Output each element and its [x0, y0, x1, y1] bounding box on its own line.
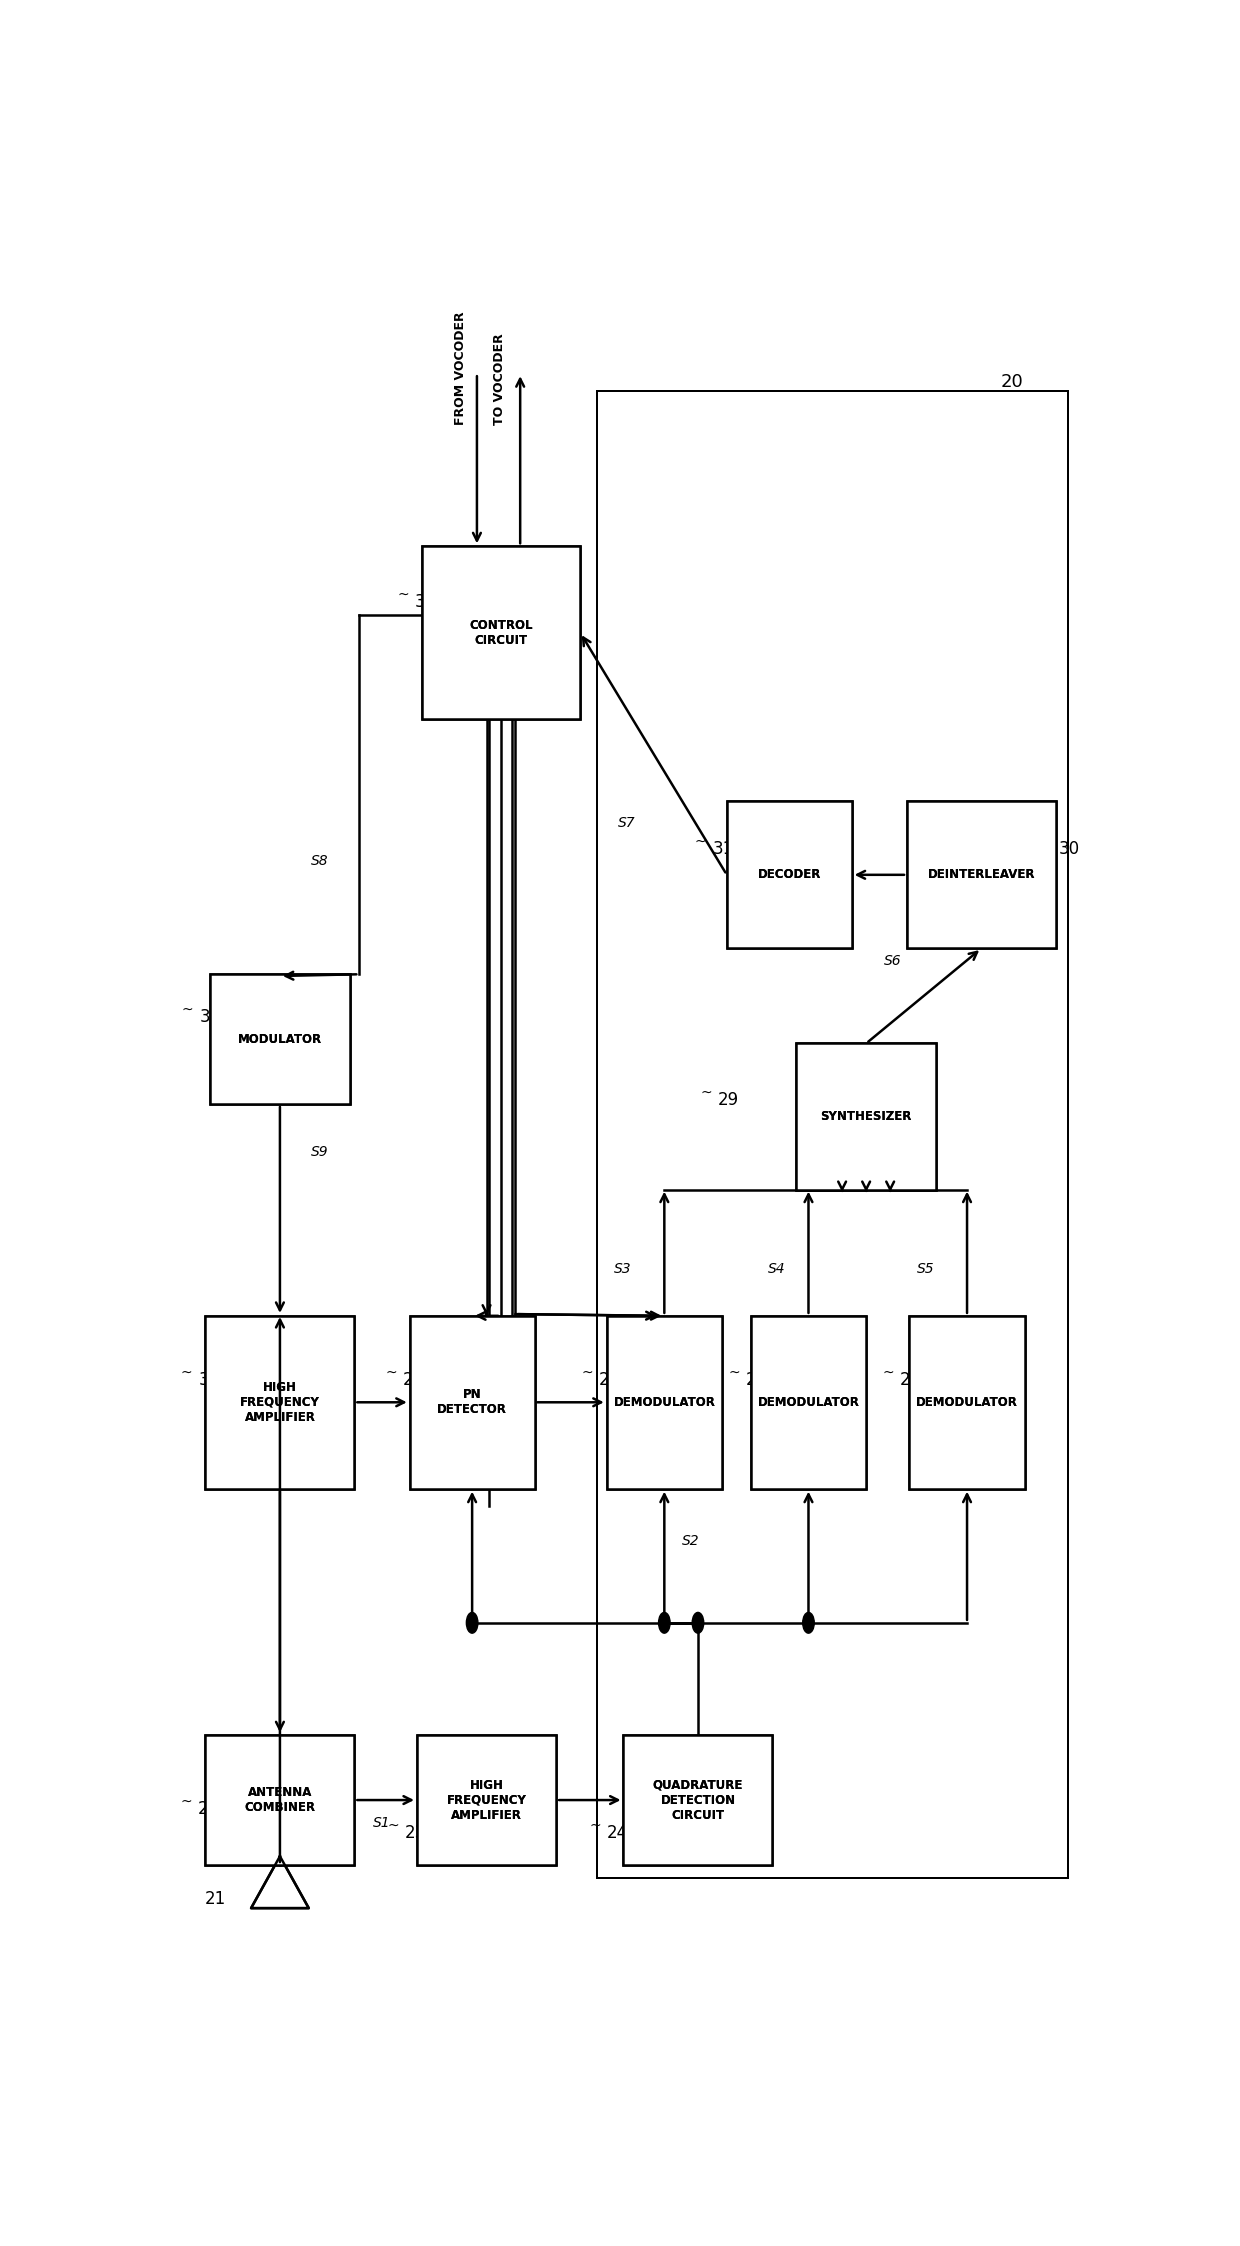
Text: S9: S9: [311, 1145, 329, 1159]
Text: DEMODULATOR: DEMODULATOR: [614, 1395, 715, 1408]
Text: ~: ~: [181, 1795, 192, 1808]
Text: 26: 26: [599, 1370, 620, 1388]
Text: 20: 20: [1001, 373, 1023, 391]
Text: DECODER: DECODER: [758, 869, 821, 880]
Text: ~: ~: [589, 1819, 601, 1833]
Text: SYNTHESIZER: SYNTHESIZER: [821, 1110, 911, 1123]
Text: S8: S8: [311, 853, 329, 867]
Text: ANTENNA
COMBINER: ANTENNA COMBINER: [244, 1786, 315, 1815]
Text: CONTROL
CIRCUIT: CONTROL CIRCUIT: [469, 618, 533, 647]
Bar: [211, 975, 350, 1105]
Bar: [727, 802, 852, 948]
Bar: [409, 1316, 534, 1489]
Bar: [624, 1736, 773, 1864]
Text: ~: ~: [729, 1366, 740, 1379]
Text: 22: 22: [198, 1799, 219, 1817]
Bar: [422, 546, 580, 719]
Text: 29: 29: [718, 1092, 739, 1110]
Text: 32: 32: [414, 593, 435, 611]
Text: DEMODULATOR: DEMODULATOR: [758, 1395, 859, 1408]
Text: 24: 24: [606, 1824, 627, 1842]
Text: DEINTERLEAVER: DEINTERLEAVER: [928, 869, 1035, 880]
Bar: [409, 1316, 534, 1489]
Text: HIGH
FREQUENCY
AMPLIFIER: HIGH FREQUENCY AMPLIFIER: [241, 1381, 320, 1424]
Text: DEINTERLEAVER: DEINTERLEAVER: [928, 869, 1035, 880]
Circle shape: [466, 1613, 477, 1633]
Text: S2: S2: [682, 1534, 699, 1547]
Circle shape: [658, 1613, 670, 1633]
Bar: [751, 1316, 867, 1489]
Text: 25: 25: [403, 1370, 424, 1388]
Text: HIGH
FREQUENCY
AMPLIFIER: HIGH FREQUENCY AMPLIFIER: [446, 1779, 527, 1822]
Bar: [909, 1316, 1024, 1489]
Text: SYNTHESIZER: SYNTHESIZER: [821, 1110, 911, 1123]
Bar: [417, 1736, 557, 1864]
Text: S7: S7: [619, 815, 636, 831]
Text: S5: S5: [918, 1262, 935, 1276]
Bar: [206, 1316, 355, 1489]
Bar: [751, 1316, 867, 1489]
Text: 23: 23: [404, 1824, 427, 1842]
Text: ~: ~: [181, 1366, 192, 1379]
Text: QUADRATURE
DETECTION
CIRCUIT: QUADRATURE DETECTION CIRCUIT: [652, 1779, 743, 1822]
Text: DECODER: DECODER: [758, 869, 821, 880]
Text: 30: 30: [1058, 840, 1080, 858]
Text: ~: ~: [397, 588, 409, 602]
Bar: [624, 1736, 773, 1864]
Bar: [906, 802, 1056, 948]
Bar: [796, 1044, 936, 1190]
Text: 34: 34: [198, 1370, 219, 1388]
Text: MODULATOR: MODULATOR: [238, 1033, 322, 1047]
Text: ~: ~: [1040, 836, 1053, 849]
Text: DEMODULATOR: DEMODULATOR: [614, 1395, 715, 1408]
Text: ~: ~: [386, 1366, 397, 1379]
Text: 21: 21: [205, 1889, 226, 1907]
Text: ~: ~: [182, 1002, 193, 1017]
Bar: [909, 1316, 1024, 1489]
Bar: [422, 546, 580, 719]
Bar: [606, 1316, 722, 1489]
Text: QUADRATURE
DETECTION
CIRCUIT: QUADRATURE DETECTION CIRCUIT: [652, 1779, 743, 1822]
Text: DEMODULATOR: DEMODULATOR: [916, 1395, 1018, 1408]
Circle shape: [692, 1613, 704, 1633]
Circle shape: [802, 1613, 815, 1633]
Bar: [796, 1044, 936, 1190]
Text: S6: S6: [883, 955, 901, 968]
Text: HIGH
FREQUENCY
AMPLIFIER: HIGH FREQUENCY AMPLIFIER: [446, 1779, 527, 1822]
Text: CONTROL
CIRCUIT: CONTROL CIRCUIT: [469, 618, 533, 647]
Text: 33: 33: [200, 1008, 221, 1026]
Text: ANTENNA
COMBINER: ANTENNA COMBINER: [244, 1786, 315, 1815]
Text: HIGH
FREQUENCY
AMPLIFIER: HIGH FREQUENCY AMPLIFIER: [241, 1381, 320, 1424]
Bar: [596, 391, 1068, 1878]
Text: DEMODULATOR: DEMODULATOR: [758, 1395, 859, 1408]
Bar: [211, 975, 350, 1105]
Text: PN
DETECTOR: PN DETECTOR: [438, 1388, 507, 1417]
Text: ~: ~: [883, 1366, 894, 1379]
Text: ~: ~: [701, 1085, 712, 1101]
Text: S3: S3: [614, 1262, 632, 1276]
Text: ~: ~: [582, 1366, 593, 1379]
Text: ~: ~: [694, 836, 707, 849]
Text: 31: 31: [712, 840, 734, 858]
Bar: [206, 1316, 355, 1489]
Text: S4: S4: [768, 1262, 786, 1276]
Text: TO VOCODER: TO VOCODER: [492, 332, 506, 424]
Text: S1: S1: [373, 1815, 391, 1830]
Bar: [906, 802, 1056, 948]
Text: ~: ~: [387, 1819, 399, 1833]
Text: MODULATOR: MODULATOR: [238, 1033, 322, 1047]
Text: DEMODULATOR: DEMODULATOR: [916, 1395, 1018, 1408]
Text: 27: 27: [746, 1370, 768, 1388]
Text: PN
DETECTOR: PN DETECTOR: [438, 1388, 507, 1417]
Bar: [417, 1736, 557, 1864]
Bar: [727, 802, 852, 948]
Text: FROM VOCODER: FROM VOCODER: [454, 312, 467, 424]
Bar: [606, 1316, 722, 1489]
Text: 28: 28: [900, 1370, 921, 1388]
Bar: [206, 1736, 355, 1864]
Bar: [206, 1736, 355, 1864]
